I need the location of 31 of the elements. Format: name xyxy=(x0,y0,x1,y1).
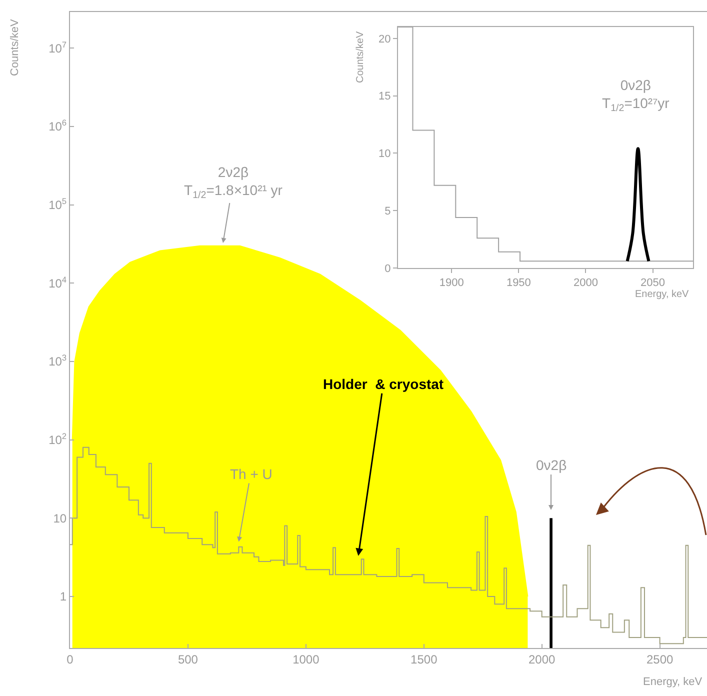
y-tick-label: 20 xyxy=(378,33,391,46)
y-axis-title: Counts/keV xyxy=(9,18,21,76)
y-tick-label: 10$^{6}$ xyxy=(48,118,67,134)
x-tick-label: 2050 xyxy=(640,277,666,290)
y-tick-label: 10$^{5}$ xyxy=(48,196,67,212)
text: 2ν2β T$_{1/2}$=1.8×10²¹ yr xyxy=(184,164,282,202)
y-tick-label: 10$^{4}$ xyxy=(48,274,67,290)
x-tick-label: 2500 xyxy=(646,652,674,666)
y-tick-label: 10$^{7}$ xyxy=(48,39,67,56)
y-tick-label: 0 xyxy=(384,262,391,275)
x-tick-label: 1950 xyxy=(506,277,531,290)
annotation: 0ν2β T$_{1/2}$=10²⁷yr xyxy=(602,77,670,114)
annotation: Th + U xyxy=(230,466,272,482)
x-tick-label: 1500 xyxy=(410,652,438,666)
x-tick-label: 2000 xyxy=(528,652,556,666)
y-tick-label: 10$^{2}$ xyxy=(48,431,67,448)
x-tick-label: 1900 xyxy=(439,277,464,290)
y-tick-label: 10 xyxy=(378,148,391,160)
annotation: 0ν2β xyxy=(536,457,567,473)
y-tick-label: 5 xyxy=(384,205,391,218)
x-tick-label: 2000 xyxy=(573,277,598,290)
y-axis-title: Counts/keV xyxy=(355,30,366,83)
x-axis-title: Energy, keV xyxy=(635,289,690,300)
x-tick-label: 500 xyxy=(178,652,198,666)
y-tick-label: 10 xyxy=(53,511,67,526)
y-tick-label: 10$^{3}$ xyxy=(48,352,67,369)
annotation: Holder & cryostat xyxy=(323,376,444,392)
x-axis-title: Energy, keV xyxy=(643,676,703,688)
y-tick-label: 1 xyxy=(60,590,67,604)
x-tick-label: 1000 xyxy=(292,652,320,666)
y-tick-label: 15 xyxy=(378,90,391,103)
